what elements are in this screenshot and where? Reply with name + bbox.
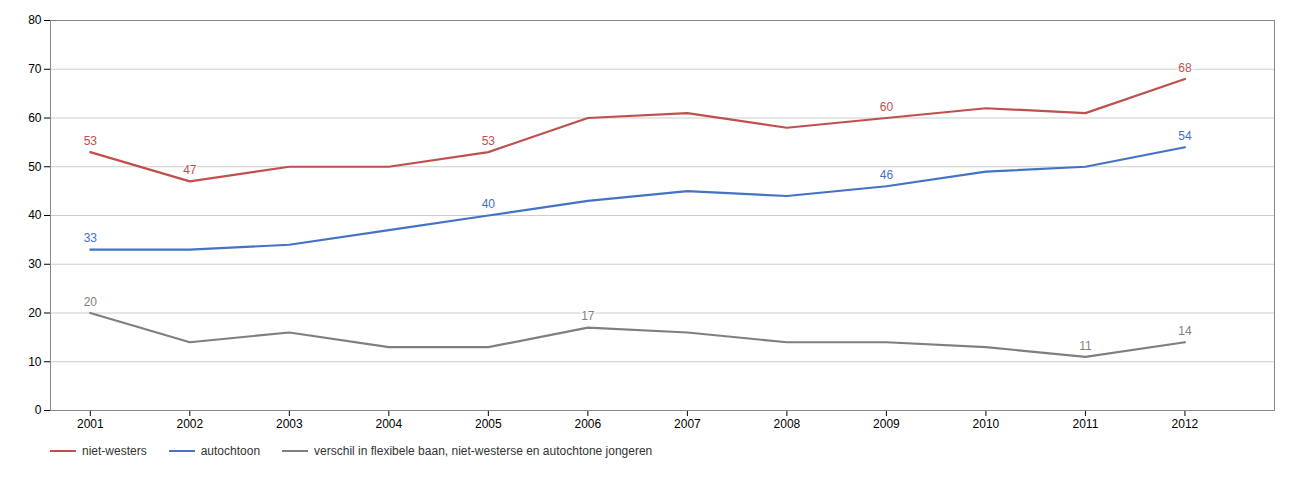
svg-text:54: 54 [1178, 129, 1192, 143]
svg-text:80: 80 [28, 13, 42, 27]
svg-text:2001: 2001 [77, 417, 104, 431]
html-text:verschil in flexibele baan, ni: verschil in flexibele baan, niet-westers… [314, 444, 653, 458]
svg-text:14: 14 [1178, 324, 1192, 338]
svg-text:53: 53 [482, 134, 496, 148]
svg-text:50: 50 [28, 160, 42, 174]
svg-text:60: 60 [28, 111, 42, 125]
svg-text:20: 20 [28, 306, 42, 320]
svg-text:0: 0 [35, 403, 42, 417]
svg-text:46: 46 [880, 168, 894, 182]
svg-text:2007: 2007 [674, 417, 701, 431]
svg-text:60: 60 [880, 100, 894, 114]
svg-text:70: 70 [28, 62, 42, 76]
svg-text:40: 40 [28, 208, 42, 222]
svg-text:2003: 2003 [276, 417, 303, 431]
svg-text:11: 11 [1079, 339, 1092, 353]
svg-text:2002: 2002 [176, 417, 203, 431]
svg-text:2009: 2009 [873, 417, 900, 431]
svg-text:2004: 2004 [375, 417, 402, 431]
svg-text:2006: 2006 [575, 417, 602, 431]
svg-text:2010: 2010 [973, 417, 1000, 431]
svg-text:10: 10 [28, 355, 42, 369]
svg-text:2005: 2005 [475, 417, 502, 431]
svg-text:47: 47 [183, 163, 197, 177]
svg-text:53: 53 [84, 134, 98, 148]
html-text:autochtoon: autochtoon [200, 444, 261, 458]
svg-text:2012: 2012 [1172, 417, 1199, 431]
svg-text:20: 20 [84, 295, 98, 309]
svg-text:2011: 2011 [1073, 417, 1099, 431]
svg-text:30: 30 [28, 257, 42, 271]
html-text:niet-westers: niet-westers [82, 444, 147, 458]
svg-text:17: 17 [581, 309, 595, 323]
svg-text:33: 33 [84, 231, 98, 245]
svg-text:68: 68 [1178, 61, 1192, 75]
svg-text:40: 40 [482, 197, 496, 211]
svg-text:2008: 2008 [774, 417, 801, 431]
